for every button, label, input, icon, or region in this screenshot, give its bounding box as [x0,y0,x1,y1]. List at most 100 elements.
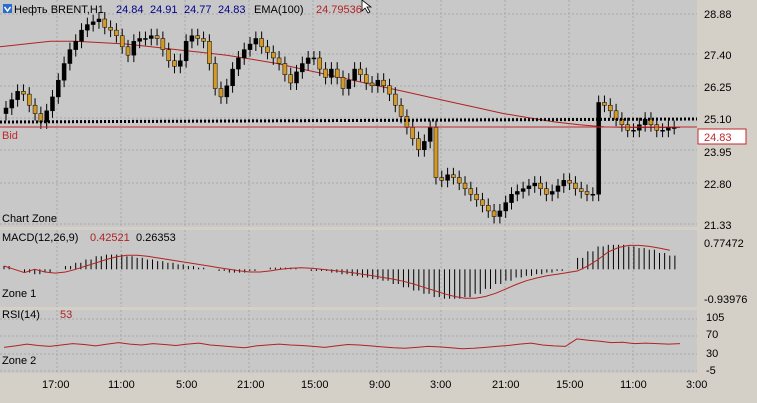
rsi-line [3,338,681,350]
candle-body [305,57,311,64]
candle-body [230,68,235,87]
chart-zone-label: Chart Zone [2,213,57,225]
candle-body [416,138,421,150]
candle-body [497,210,503,217]
time-tick: 21:00 [237,379,265,391]
candle-body [526,185,532,189]
price-tick: 26.25 [704,82,732,94]
candle-body [334,68,340,78]
candle-body [578,188,584,192]
candle-body [195,35,200,39]
ema-value: 24.79536 [316,4,362,16]
price-tick: 27.40 [704,50,732,62]
candle-body [666,127,671,131]
candle-body [381,79,386,87]
candle-body [137,38,142,42]
candle-body [520,188,526,192]
candle-body [143,38,148,40]
price-tick: 23.95 [704,147,732,159]
price-tick: 28.88 [704,9,732,21]
candle-body [56,79,61,98]
bid-price-value: 24.83 [704,132,732,144]
candle-body [15,91,20,100]
candle-body [596,102,601,195]
mouse-cursor-icon [361,0,373,14]
candle-body [404,116,410,128]
time-tick: 3:00 [686,379,707,391]
candle-body [433,127,439,178]
candle-body [468,188,474,195]
rsi-label: RSI(14) [2,309,40,321]
rsi-panel[interactable] [0,310,697,373]
candle-body [549,191,555,195]
down-arrow-icon [3,6,12,13]
candle-body [445,174,450,181]
rsi-tick: 30 [706,348,718,360]
macd-main-value: 0.42521 [90,232,130,244]
candle-body [602,102,607,106]
candle-body [329,68,334,78]
candle-body [369,82,375,87]
rsi-axis[interactable]: 105 70 30 -5 [706,312,724,377]
candlestick-series [3,12,677,224]
time-tick: 17:00 [42,379,70,391]
candle-body [427,127,433,142]
bid-price-box [697,128,747,145]
candle-body [352,68,357,81]
candle-body [224,85,230,98]
candle-body [532,182,537,187]
candle-body [462,182,468,189]
high-value: 24.91 [150,4,178,16]
candle-body [149,35,154,39]
macd-series [3,244,676,299]
ema-label: EMA(100) [254,4,304,16]
candle-body [358,68,363,75]
rsi-tick: -5 [706,365,716,377]
collapse-arrow-icon[interactable] [3,4,12,13]
rsi-series [3,338,681,350]
candle-body [247,43,253,50]
macd-axis[interactable]: 0.77472 -0.93976 [704,238,747,306]
candle-body [276,57,282,64]
candle-body [648,118,654,125]
candle-body [85,24,90,31]
time-tick: 11:00 [620,379,647,391]
candle-body [282,63,288,75]
candle-body [79,29,84,42]
candle-body [131,41,137,56]
time-tick: 15:00 [556,379,584,391]
candle-body [363,74,369,84]
zone1-label: Zone 1 [2,288,36,300]
candle-body [346,79,352,89]
candle-body [9,99,15,109]
candle-body [201,38,206,42]
time-axis[interactable]: 17:00 11:00 5:00 21:00 15:00 9:00 3:00 2… [42,379,707,391]
candle-body [631,130,636,132]
candle-body [178,60,183,67]
low-value: 24.77 [184,4,212,16]
candle-body [259,38,264,48]
candle-body [67,49,73,64]
candle-body [538,182,543,189]
candle-body [102,18,108,28]
candle-body [410,127,415,139]
support-level-line[interactable] [0,117,698,124]
candle-body [422,141,427,150]
candle-body [439,177,445,181]
macd-label: MACD(12,26,9) [2,232,78,244]
candle-body [73,41,78,50]
candle-body [236,57,241,70]
candle-body [114,29,119,36]
candle-body [241,49,247,59]
candle-body [451,174,456,178]
candle-body [21,91,26,95]
time-tick: 9:00 [369,379,390,391]
macd-tick: -0.93976 [704,294,747,306]
chart-header: Нефть BRENT,H1 24.84 24.91 24.77 24.83 E… [3,4,362,16]
candle-body [456,177,462,184]
candle-body [61,63,67,81]
candle-body [608,104,613,112]
price-axis[interactable]: 28.88 27.40 26.25 25.10 23.95 22.80 21.3… [704,9,732,232]
price-tick: 22.80 [704,179,732,191]
